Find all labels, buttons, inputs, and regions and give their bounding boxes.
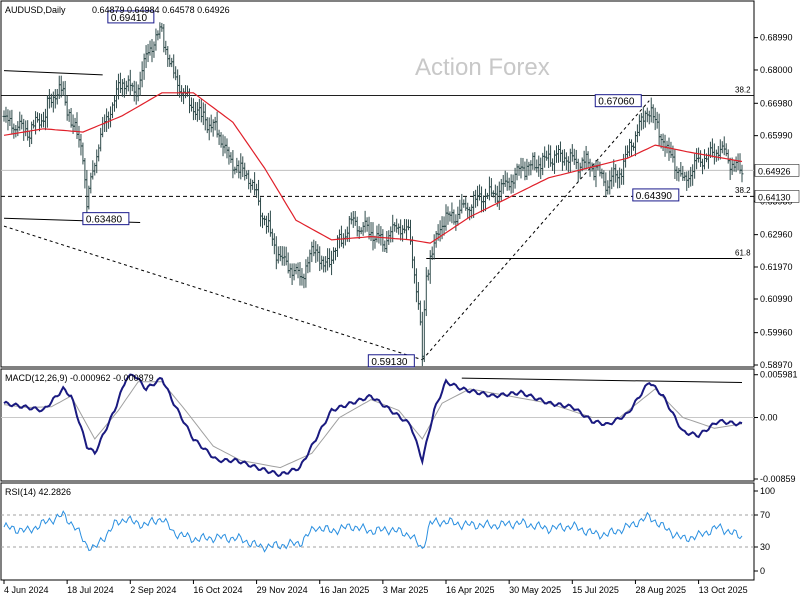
support-level-tag xyxy=(754,190,800,203)
annotation-box-2 xyxy=(367,354,415,368)
x-tick-label: 30 May 2025 xyxy=(509,585,561,595)
annotation-label-4: 0.64390 xyxy=(636,191,673,202)
x-tick-label: 3 Mar 2025 xyxy=(383,585,429,595)
current-price-tag xyxy=(754,164,800,177)
rsi-panel-frame xyxy=(0,482,755,581)
annotation-box-4 xyxy=(632,188,680,202)
x-tick-label: 28 Aug 2025 xyxy=(635,585,686,595)
rsi-layer xyxy=(1,510,754,553)
price-layer: 38.2 38.2 61.8 0.69410 0.63480 0.59130 0.67060… xyxy=(1,10,754,368)
chart-symbol: AUDUSD,Daily xyxy=(5,5,66,15)
fib-label-1: 38.2 xyxy=(735,186,751,195)
annotation-label-3: 0.67060 xyxy=(598,97,635,108)
macd-tick-label: -0.00859 xyxy=(760,474,796,484)
rsi-line xyxy=(3,510,743,553)
macd-tick-label: 0.00 xyxy=(760,413,778,423)
annotation-box-1 xyxy=(82,212,130,226)
watermark: Action Forex xyxy=(415,54,550,81)
x-tick-label: 4 Jun 2024 xyxy=(4,585,49,595)
current-price-tag-label: 0.64926 xyxy=(758,166,791,176)
ohlc-bar xyxy=(740,164,744,183)
x-tick-label: 16 Oct 2024 xyxy=(193,585,242,595)
moving-average-line xyxy=(3,92,743,244)
x-tick-label: 2 Sep 2024 xyxy=(130,585,176,595)
x-tick-label: 16 Jan 2025 xyxy=(320,585,370,595)
macd-line xyxy=(3,373,743,478)
annotation-label-2: 0.59130 xyxy=(371,357,408,368)
annotation-box-3 xyxy=(594,94,642,108)
rsi-tick-label: 0 xyxy=(760,566,765,576)
annotation-label-1: 0.63480 xyxy=(86,215,123,226)
x-tick-label: 16 Apr 2025 xyxy=(446,585,495,595)
macd-panel-frame xyxy=(0,368,755,482)
support-level-tag-label: 0.64130 xyxy=(758,192,791,202)
trendline-0 xyxy=(3,70,103,76)
trendline-2 xyxy=(3,225,423,361)
chart-ohlc: 0.64879 0.64984 0.64578 0.64926 xyxy=(92,5,230,15)
price-tick-label: 0.59960 xyxy=(760,328,793,338)
rsi-label: RSI(14) 42.2826 xyxy=(5,487,71,497)
annotation-box-0 xyxy=(107,10,155,24)
price-tick-label: 0.58970 xyxy=(760,360,793,370)
macd-label: MACD(12,26,9) -0.000962 -0.000879 xyxy=(5,373,154,383)
x-tick-label: 13 Oct 2025 xyxy=(699,585,748,595)
price-tick-label: 0.62960 xyxy=(760,230,793,240)
price-tick-label: 0.66980 xyxy=(760,98,793,108)
price-tick-label: 0.68990 xyxy=(760,33,793,43)
fib-label-0: 38.2 xyxy=(735,85,751,94)
macd-layer xyxy=(1,373,754,478)
x-tick-label: 15 Jul 2025 xyxy=(572,585,619,595)
price-tick-label: 0.68000 xyxy=(760,65,793,75)
price-tick-label: 0.60990 xyxy=(760,294,793,304)
fib-label-2: 61.8 xyxy=(735,248,751,257)
macd-trendline xyxy=(461,377,743,383)
price-tick-label: 0.65990 xyxy=(760,131,793,141)
x-tick-label: 29 Nov 2024 xyxy=(257,585,308,595)
x-tick-label: 18 Jul 2024 xyxy=(67,585,114,595)
rsi-tick-label: 70 xyxy=(760,510,770,520)
rsi-tick-label: 30 xyxy=(760,542,770,552)
macd-tick-label: 0.005981 xyxy=(760,370,798,380)
price-tick-label: 0.61970 xyxy=(760,262,793,272)
annotation-label-0: 0.69410 xyxy=(111,13,148,24)
axis-layer: 0.689900.680000.669800.659900.649260.639… xyxy=(3,33,800,595)
rsi-tick-label: 100 xyxy=(760,486,775,496)
